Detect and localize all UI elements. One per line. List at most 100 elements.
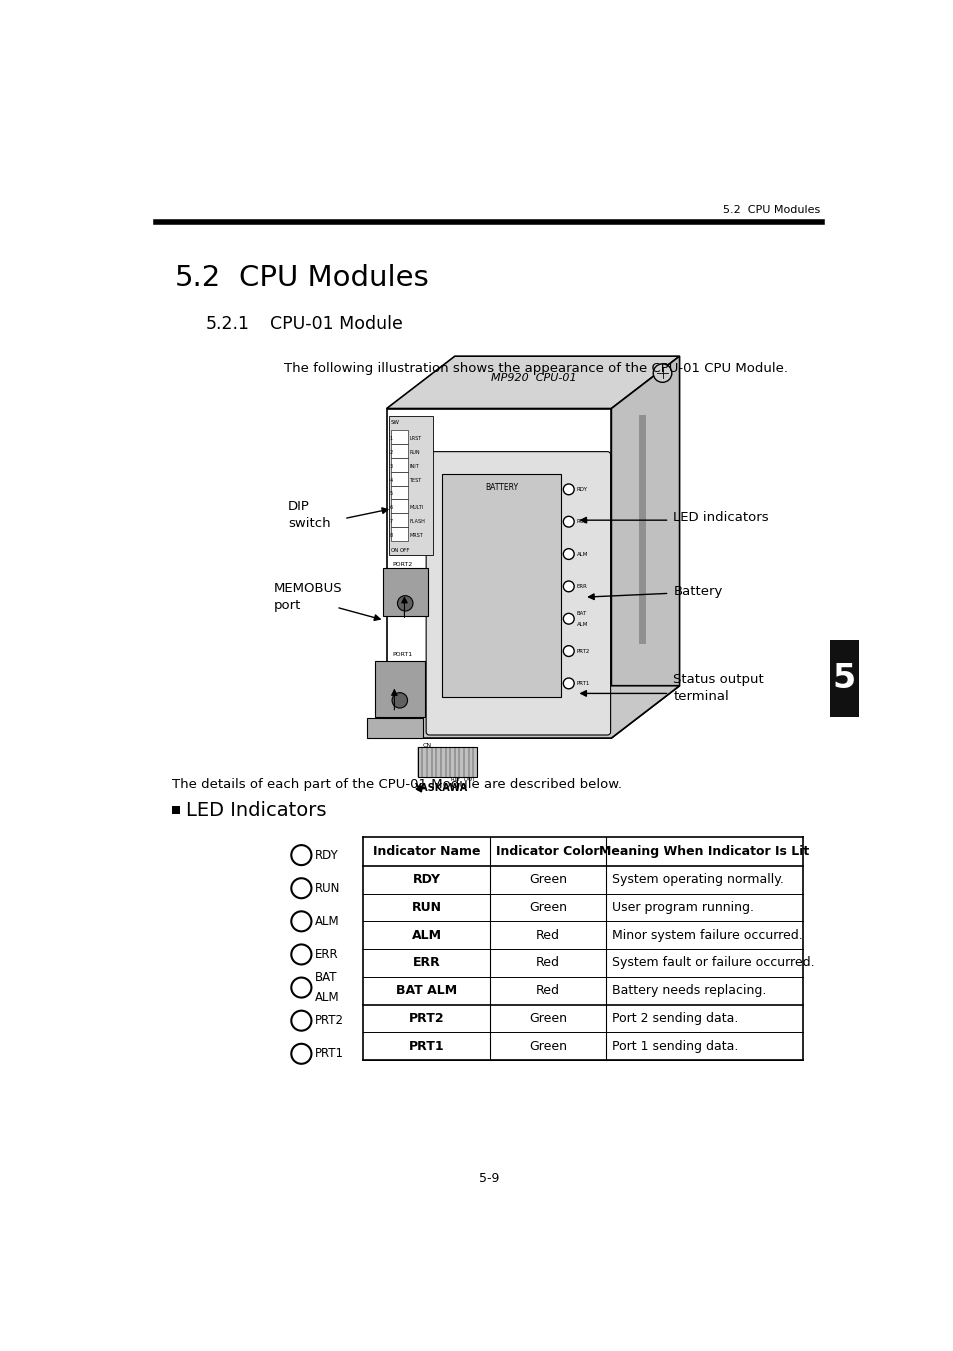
Text: ALM: ALM [576,551,587,557]
FancyBboxPatch shape [172,805,180,815]
Text: Battery needs replacing.: Battery needs replacing. [612,984,765,997]
Circle shape [562,581,574,592]
FancyBboxPatch shape [391,458,408,471]
Text: Red: Red [536,984,559,997]
Text: RLY  OUT: RLY OUT [451,777,475,782]
Text: YASKAWA: YASKAWA [414,784,467,793]
Text: System fault or failure occurred.: System fault or failure occurred. [612,957,814,970]
Text: Battery: Battery [673,585,722,598]
FancyBboxPatch shape [391,513,408,527]
Text: ON: ON [390,547,398,553]
Text: 5-9: 5-9 [478,1173,498,1185]
Circle shape [562,613,574,624]
Text: Red: Red [536,957,559,970]
Text: 5.2.1: 5.2.1 [206,315,250,332]
Text: FLASH: FLASH [409,519,424,524]
Text: ALM: ALM [576,621,587,627]
Text: RUN: RUN [411,901,441,915]
Text: LED Indicators: LED Indicators [186,801,326,820]
Polygon shape [416,786,421,792]
Text: MP920  CPU-01: MP920 CPU-01 [491,373,576,384]
Text: Green: Green [528,1039,566,1052]
Text: RDY: RDY [576,486,587,492]
Text: 5.2: 5.2 [174,263,221,292]
Text: Meaning When Indicator Is Lit: Meaning When Indicator Is Lit [598,844,809,858]
Text: RDY: RDY [315,848,338,862]
FancyBboxPatch shape [386,408,611,738]
Text: LED indicators: LED indicators [673,512,768,524]
Text: PRT1: PRT1 [576,681,589,686]
Text: Port 1 sending data.: Port 1 sending data. [612,1039,738,1052]
Circle shape [562,549,574,559]
FancyBboxPatch shape [391,500,408,513]
Text: BATTERY: BATTERY [485,484,517,492]
Text: ERR: ERR [413,957,440,970]
FancyBboxPatch shape [391,471,408,485]
Text: CPU Modules: CPU Modules [239,263,429,292]
Text: Indicator Color: Indicator Color [496,844,598,858]
Text: 4: 4 [390,478,393,482]
Text: System operating normally.: System operating normally. [612,873,783,886]
FancyBboxPatch shape [417,747,476,777]
Circle shape [653,363,671,382]
Text: Status output
terminal: Status output terminal [673,673,763,703]
Circle shape [291,878,311,898]
Text: DIP
switch: DIP switch [288,500,331,530]
Circle shape [291,1044,311,1063]
Text: 1: 1 [390,436,393,440]
FancyBboxPatch shape [375,661,425,716]
Text: PORT1: PORT1 [392,653,412,658]
FancyBboxPatch shape [391,444,408,458]
Circle shape [291,1011,311,1031]
Circle shape [291,944,311,965]
FancyBboxPatch shape [442,474,560,697]
Text: PRT2: PRT2 [576,648,589,654]
Polygon shape [611,357,679,738]
Text: RUN: RUN [409,450,419,455]
Text: LRST: LRST [409,436,421,440]
Text: CN: CN [422,743,432,747]
Text: BAT: BAT [576,611,586,616]
Text: MRST: MRST [409,534,422,538]
Circle shape [562,678,574,689]
Text: Red: Red [536,928,559,942]
Text: RDY: RDY [412,873,440,886]
Circle shape [562,516,574,527]
Text: 5: 5 [831,662,855,694]
Text: 7: 7 [390,519,393,524]
Polygon shape [386,357,679,408]
Text: Indicator Name: Indicator Name [373,844,479,858]
Circle shape [291,978,311,997]
Text: PRT2: PRT2 [408,1012,444,1025]
FancyBboxPatch shape [389,416,433,555]
Text: CPU-01 Module: CPU-01 Module [270,315,403,332]
Text: RUN: RUN [576,519,588,524]
Text: Minor system failure occurred.: Minor system failure occurred. [612,928,802,942]
Text: MEMOBUS
port: MEMOBUS port [274,582,342,612]
Text: 3: 3 [390,463,393,469]
Text: TEST: TEST [409,478,421,482]
Text: SW: SW [390,420,399,424]
FancyBboxPatch shape [363,836,802,866]
Text: ERR: ERR [315,948,338,961]
Text: OFF: OFF [399,547,410,553]
FancyBboxPatch shape [829,639,858,716]
FancyBboxPatch shape [391,485,408,500]
Text: The details of each part of the CPU-01 Module are described below.: The details of each part of the CPU-01 M… [172,778,621,790]
Text: 2: 2 [390,450,393,455]
Text: INIT: INIT [409,463,418,469]
Text: The following illustration shows the appearance of the CPU-01 CPU Module.: The following illustration shows the app… [283,362,787,376]
Text: 8: 8 [390,534,393,538]
Text: Green: Green [528,1012,566,1025]
Text: PORT2: PORT2 [392,562,412,566]
Text: Port 2 sending data.: Port 2 sending data. [612,1012,738,1025]
Text: Green: Green [528,873,566,886]
Circle shape [562,646,574,657]
Text: RUN: RUN [315,882,340,894]
FancyBboxPatch shape [391,430,408,444]
Text: PRT1: PRT1 [315,1047,344,1061]
Text: 5: 5 [390,492,393,496]
Text: ERR: ERR [576,584,587,589]
Text: User program running.: User program running. [612,901,754,915]
Text: PRT1: PRT1 [408,1039,444,1052]
